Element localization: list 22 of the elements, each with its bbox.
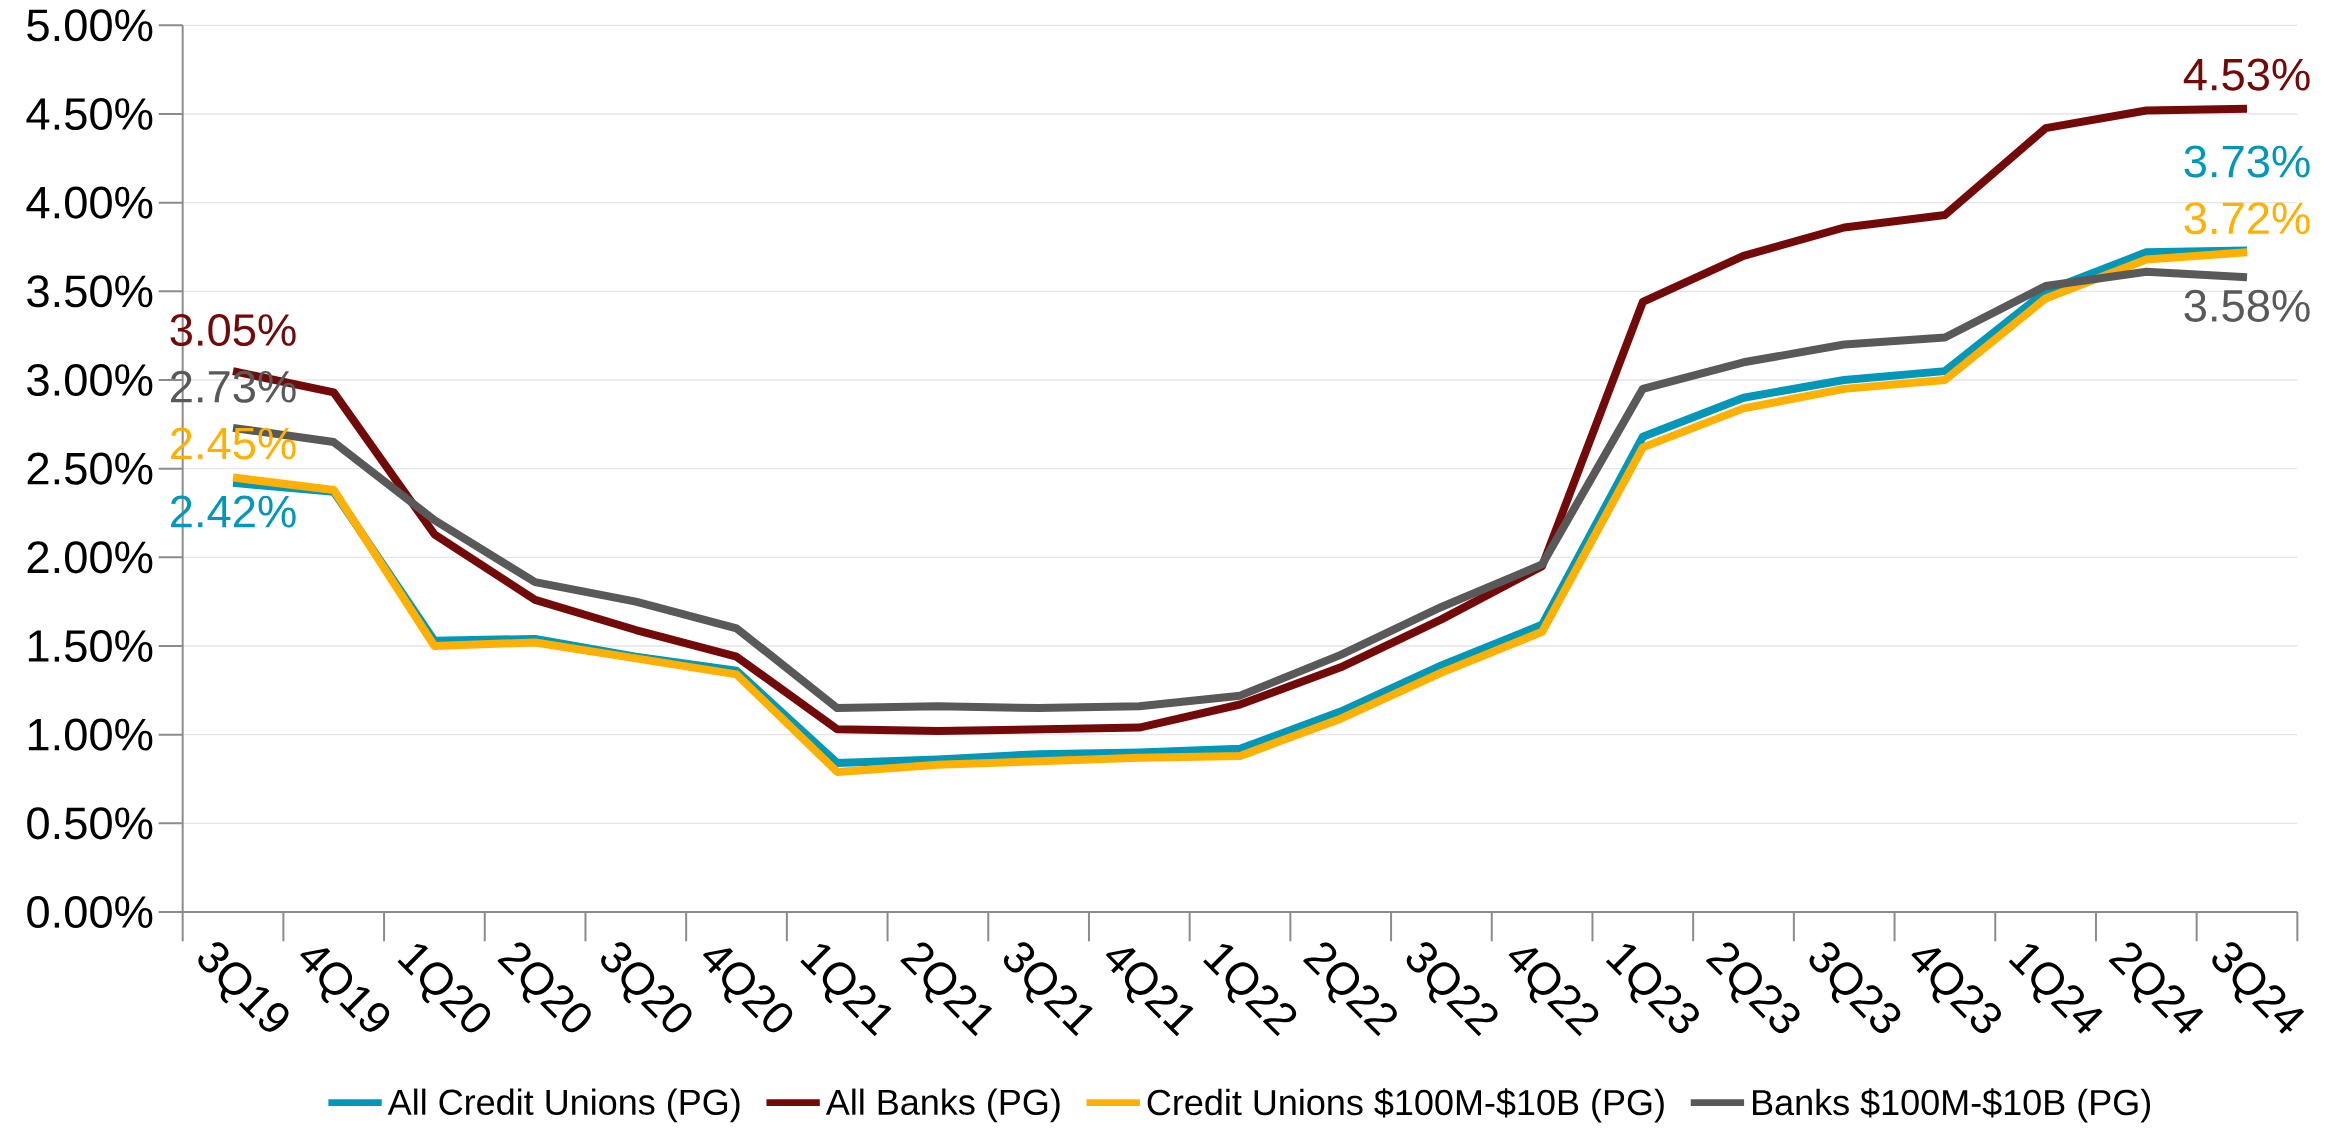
data-label: 3.73%	[2184, 145, 2310, 178]
y-tick-label: 2.00%	[27, 541, 153, 574]
y-tick-label: 1.50%	[28, 629, 153, 663]
y-tick-label: 1.00%	[28, 718, 153, 751]
y-tick-label: 0.50%	[27, 807, 153, 840]
y-tick-label: 2.50%	[27, 452, 153, 485]
y-tick-label: 3.50%	[27, 275, 153, 308]
data-label: 4.53%	[2183, 58, 2310, 91]
y-tick-label: 4.00%	[26, 186, 153, 219]
y-tick-label: 5.00%	[27, 9, 153, 42]
data-label: 2.42%	[171, 495, 296, 528]
data-label: 3.05%	[170, 313, 296, 347]
legend-label: All Credit Unions (PG)	[387, 1088, 740, 1123]
legend-label: Credit Unions $100M-$10B (PG)	[1147, 1088, 1664, 1123]
y-tick-label: 4.50%	[26, 97, 153, 131]
legend-label: All Banks (PG)	[825, 1088, 1060, 1123]
y-tick-label: 3.00%	[27, 363, 153, 397]
data-label: 3.58%	[2184, 289, 2310, 322]
data-label: 3.72%	[2184, 202, 2310, 235]
data-label: 2.45%	[171, 427, 296, 460]
legend-label: Banks $100M-$10B (PG)	[1753, 1088, 2150, 1123]
y-tick-label: 0.00%	[27, 895, 153, 929]
